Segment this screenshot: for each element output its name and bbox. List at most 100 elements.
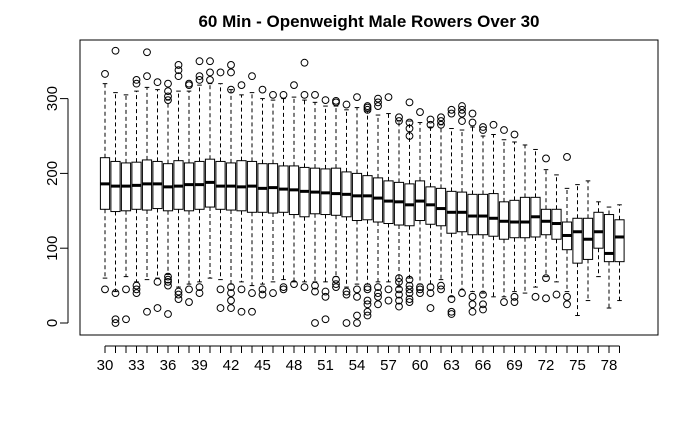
- x-tick-label: 78: [601, 357, 618, 374]
- outlier-point: [531, 292, 540, 301]
- box-iqr: [183, 162, 195, 212]
- outlier-point: [332, 98, 340, 107]
- outlier-point: [258, 290, 267, 299]
- outlier-point: [279, 285, 288, 294]
- box-61: [425, 115, 436, 312]
- outlier-point: [426, 283, 435, 291]
- outlier-point: [416, 289, 424, 297]
- box-66: [477, 123, 489, 314]
- outlier-point: [111, 46, 120, 55]
- outlier-point: [227, 85, 235, 94]
- box-50: [309, 90, 321, 327]
- outlier-point: [468, 300, 477, 309]
- x-tick-label: 57: [380, 357, 397, 374]
- outlier-point: [426, 289, 435, 297]
- outlier-point: [227, 61, 235, 69]
- outlier-point: [174, 72, 183, 81]
- outlier-point: [405, 275, 414, 284]
- x-tick-label: 39: [191, 357, 208, 374]
- outlier-point: [510, 292, 519, 301]
- outlier-point: [458, 109, 466, 118]
- outlier-point: [426, 120, 435, 129]
- box-78: [603, 206, 615, 309]
- x-tick-label: 36: [160, 357, 177, 374]
- y-axis: 0 100 200 300: [44, 86, 69, 327]
- outlier-point: [363, 105, 372, 114]
- box-iqr: [603, 214, 615, 263]
- outlier-point: [342, 319, 351, 327]
- box-37: [173, 61, 184, 303]
- outlier-point: [143, 307, 151, 316]
- box-34: [141, 48, 153, 316]
- outlier-point: [174, 290, 183, 299]
- outlier-point: [353, 311, 361, 320]
- outlier-point: [111, 319, 120, 327]
- outlier-point: [489, 120, 498, 129]
- outlier-point: [164, 272, 172, 281]
- outlier-point: [300, 90, 309, 99]
- box-44: [246, 72, 258, 316]
- x-tick-label: 60: [412, 357, 429, 374]
- outlier-point: [384, 285, 393, 294]
- box-40: [204, 57, 216, 279]
- box-54: [351, 93, 363, 327]
- outlier-point: [405, 118, 414, 127]
- box-65: [467, 109, 478, 316]
- outlier-point: [416, 283, 424, 291]
- outlier-point: [363, 283, 372, 291]
- outlier-point: [458, 289, 466, 297]
- outlier-point: [374, 289, 382, 297]
- outlier-point: [164, 277, 172, 286]
- box-53: [341, 100, 352, 327]
- box-iqr: [372, 177, 384, 223]
- outlier-point: [311, 287, 319, 296]
- outlier-point: [353, 93, 361, 102]
- outlier-point: [374, 94, 382, 103]
- outlier-point: [290, 81, 298, 90]
- outlier-point: [479, 126, 487, 134]
- y-tick-label: 100: [44, 236, 61, 261]
- outlier-point: [164, 310, 172, 318]
- outlier-point: [447, 307, 456, 316]
- outlier-point: [279, 283, 288, 291]
- outlier-point: [447, 310, 456, 318]
- box-55: [362, 102, 373, 320]
- outlier-point: [416, 108, 424, 116]
- outlier-point: [321, 96, 330, 104]
- box-73: [551, 174, 562, 299]
- box-51: [320, 96, 331, 324]
- outlier-point: [342, 290, 351, 299]
- box-30: [99, 70, 111, 294]
- outlier-point: [363, 296, 372, 305]
- outlier-point: [447, 109, 456, 118]
- outlier-point: [353, 285, 361, 294]
- box-71: [530, 148, 541, 301]
- x-tick-label: 51: [317, 357, 334, 374]
- outlier-point: [143, 48, 151, 57]
- x-tick-label: 72: [538, 357, 555, 374]
- box-57: [383, 93, 394, 305]
- outlier-point: [510, 130, 519, 139]
- box-52: [330, 96, 342, 291]
- outlier-point: [395, 113, 403, 122]
- outlier-point: [195, 57, 204, 66]
- outlier-point: [405, 289, 414, 297]
- outlier-point: [195, 72, 204, 81]
- y-tick-label: 0: [44, 319, 61, 327]
- box-63: [446, 105, 457, 318]
- y-tick-label: 200: [44, 161, 61, 186]
- outlier-point: [563, 300, 571, 309]
- box-46: [267, 90, 279, 297]
- box-79: [614, 204, 625, 302]
- outlier-point: [132, 289, 141, 297]
- outlier-point: [153, 304, 162, 312]
- outlier-point: [426, 304, 435, 312]
- outlier-point: [437, 117, 445, 125]
- outlier-point: [321, 315, 330, 324]
- box-69: [509, 130, 520, 306]
- x-tick-label: 63: [443, 357, 460, 374]
- outlier-point: [311, 319, 319, 327]
- box-45: [257, 85, 268, 299]
- outlier-point: [363, 103, 372, 112]
- outlier-point: [227, 283, 235, 291]
